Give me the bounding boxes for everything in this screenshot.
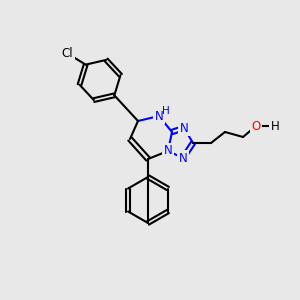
Text: N: N [164,145,172,158]
Text: N: N [178,152,188,164]
Text: N: N [154,110,164,122]
Text: H: H [271,119,279,133]
Text: O: O [251,119,261,133]
Text: H: H [162,106,170,116]
Text: N: N [180,122,188,134]
Text: Cl: Cl [62,47,74,60]
